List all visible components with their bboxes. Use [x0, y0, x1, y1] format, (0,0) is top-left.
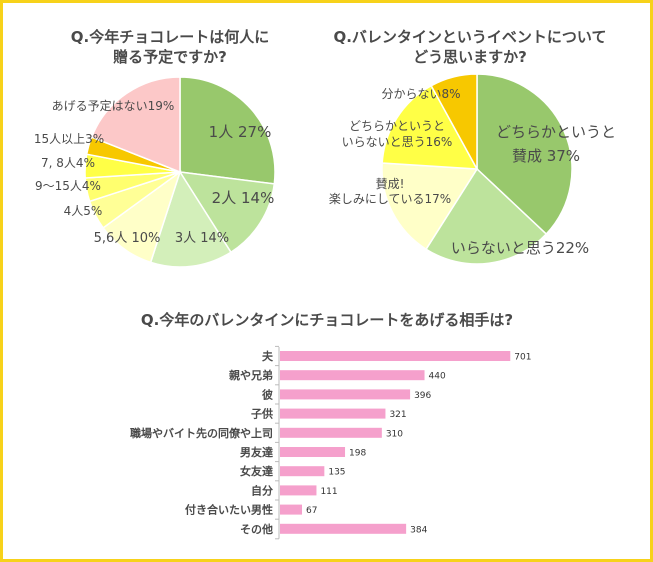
- pie2-label-4a: どちらかというと: [349, 119, 445, 133]
- pie2-title-line1: Q.バレンタインというイベントについて: [333, 28, 606, 46]
- pie1-slice-9: [90, 76, 181, 174]
- pie2-title-line2: どう思いますか?: [413, 48, 527, 66]
- pie1-slice-1: [179, 76, 276, 185]
- pie1-label-4: 5,6人 10%: [94, 231, 161, 246]
- bar-value-label: 198: [349, 449, 366, 459]
- bar-category-label: 親や兄弟: [229, 368, 273, 382]
- bar-category-label: 男友達: [240, 445, 273, 459]
- bar-value-label: 440: [429, 372, 446, 382]
- pie2-slice-4: [381, 84, 479, 170]
- pie1-label-9: あげる予定はない19%: [52, 98, 175, 113]
- bar: [280, 466, 325, 477]
- pie1-label-7: 7, 8人4%: [41, 156, 95, 170]
- bar-chart-recipients: Q.今年のバレンタインにチョコレートをあげる相手は? 夫 701 親や兄弟 440 彼 3…: [130, 311, 531, 540]
- bar-value-label: 321: [389, 410, 406, 420]
- bar-category-label: 彼: [262, 387, 273, 401]
- bar-value-label: 384: [410, 525, 427, 535]
- bar-category-label: 職場やバイト先の同僚や上司: [130, 426, 273, 440]
- bar-value-label: 111: [320, 487, 337, 497]
- pie1-slice-3: [149, 170, 232, 268]
- pie2-label-4b: いらないと思う16%: [342, 135, 453, 149]
- pie-chart-event-opinion: Q.バレンタインというイベントについて どう思いますか? どちらかというと 賛成…: [329, 28, 616, 265]
- bar-value-label: 67: [306, 506, 317, 516]
- bar: [280, 447, 346, 457]
- bar: [280, 523, 407, 534]
- pie2-label-3b: 楽しみにしている17%: [329, 192, 451, 206]
- pie2-slice-2: [425, 167, 548, 265]
- bar-value-label: 310: [386, 429, 403, 439]
- pie1-label-2: 2人 14%: [212, 189, 275, 207]
- pie1-title-line2: 贈る予定ですか?: [113, 48, 227, 66]
- bar-category-label: 付き合いたい男性: [185, 503, 273, 517]
- pie1-title-line1: Q.今年チョコレートは何人に: [71, 28, 269, 46]
- pie2-slice-3: [381, 162, 479, 251]
- pie2-label-2: いらないと思う22%: [451, 239, 589, 257]
- pie1-label-5: 4人5%: [64, 204, 103, 218]
- pie2-label-1a: どちらかというと: [496, 123, 616, 141]
- bar-category-label: 子供: [251, 407, 273, 421]
- pie2-label-3a: 賛成!: [376, 177, 405, 191]
- bar-category-label: 自分: [251, 483, 273, 497]
- bar-layer: 夫 701 親や兄弟 440 彼 396 子供 321 職場やバイト先の同僚や上司 310 男友達 1…: [130, 345, 531, 540]
- bar: [280, 485, 317, 496]
- pie1-label-1: 1人 27%: [209, 123, 272, 141]
- pie2-slice-5: [430, 73, 478, 170]
- pie2-slice-1: [476, 73, 573, 236]
- bar: [280, 408, 386, 419]
- pie1-slices: [84, 76, 276, 268]
- pie1-label-6: 9～15人4%: [35, 179, 101, 193]
- pie1-label-8: 15人以上3%: [34, 132, 104, 146]
- bar-value-label: 135: [328, 468, 345, 478]
- pie2-label-5: 分からない8%: [381, 87, 460, 101]
- bar: [280, 504, 303, 515]
- bar: [280, 370, 425, 381]
- bar: [280, 351, 511, 361]
- bar: [280, 427, 382, 438]
- bar-category-label: その他: [240, 522, 273, 536]
- bar-category-label: 夫: [262, 349, 274, 363]
- pie2-slices: [381, 73, 573, 265]
- bar-value-label: 701: [514, 353, 531, 363]
- pie1-slice-2: [178, 171, 276, 254]
- pie-chart-gift-count: Q.今年チョコレートは何人に 贈る予定ですか? 1人 27% 2人 14% 3人…: [34, 28, 276, 268]
- bar-category-label: 女友達: [240, 464, 273, 478]
- pie1-label-3: 3人 14%: [175, 231, 229, 246]
- bar: [280, 389, 411, 400]
- bar-value-label: 396: [414, 391, 431, 401]
- bar-title: Q.今年のバレンタインにチョコレートをあげる相手は?: [141, 311, 513, 329]
- pie2-label-1b: 賛成 37%: [512, 147, 580, 165]
